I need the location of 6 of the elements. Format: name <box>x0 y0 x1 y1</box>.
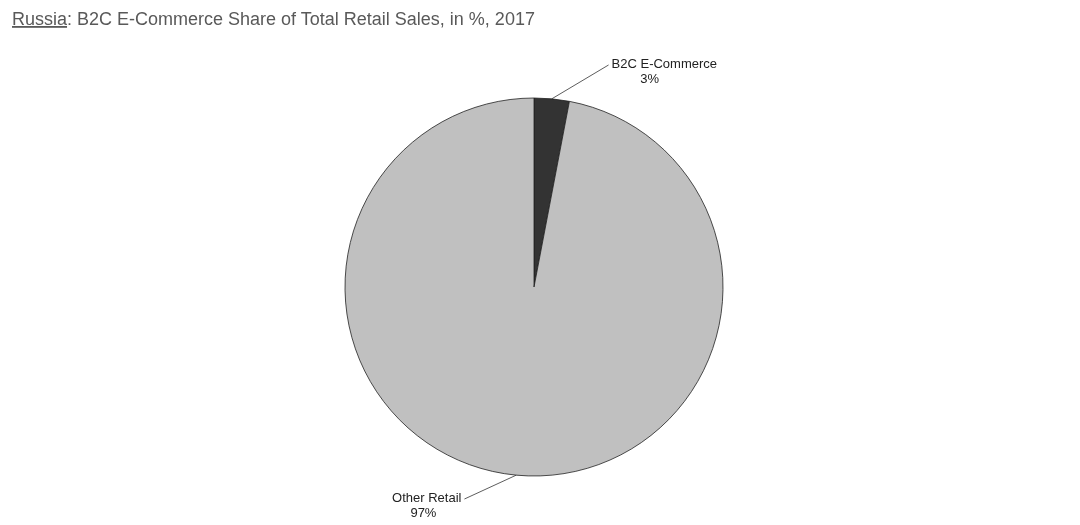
slice-label: B2C E-Commerce <box>611 55 718 71</box>
pie-slice <box>344 97 724 477</box>
slice-label: Other Retail <box>392 490 462 506</box>
data-label: 97% <box>410 505 437 521</box>
chart-title: Russia: B2C E-Commerce Share of Total Retail Sales, in %, 2017 <box>12 9 535 29</box>
data-label: 3% <box>640 70 660 86</box>
